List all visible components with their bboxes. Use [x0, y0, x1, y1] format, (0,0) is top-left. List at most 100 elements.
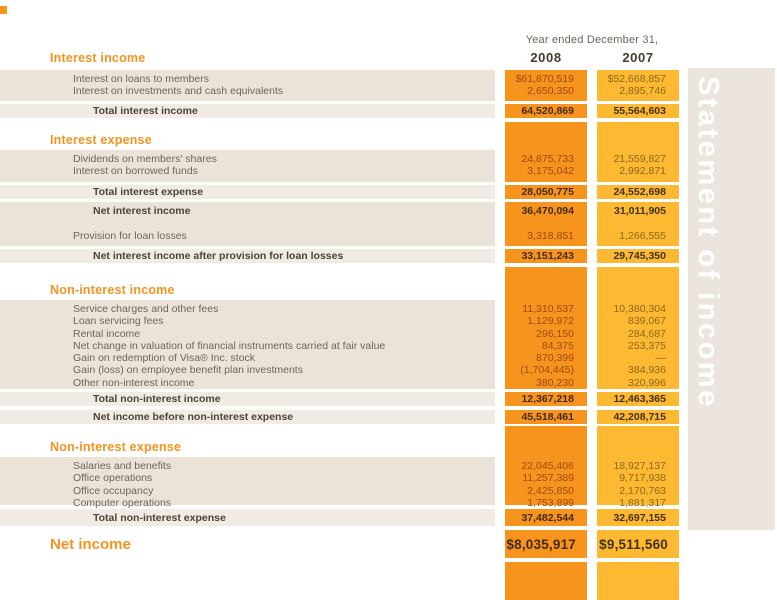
- value-2007: 18,927,137: [613, 460, 666, 472]
- value-2007: 384,936: [628, 364, 666, 377]
- interest-expense-header-row: Interest expense: [0, 122, 679, 150]
- provision-label: Provision for loan losses: [73, 229, 187, 242]
- total-value-2007: 12,463,365: [613, 393, 666, 405]
- row-label: Gain (loss) on employee benefit plan inv…: [73, 364, 303, 377]
- net-income-title: Net income: [50, 535, 131, 553]
- value-2008: 1,129,972: [527, 315, 574, 328]
- section-title-non-interest-expense: Non-interest expense: [50, 440, 182, 454]
- total-value-2008: 12,367,218: [521, 393, 574, 405]
- value-2008: 22,045,406: [521, 460, 574, 472]
- net-income-value-2008: $8,035,917: [506, 536, 576, 552]
- values-2007: 10,380,304 839,067 284,687 253,375 — 384…: [597, 300, 679, 389]
- row-label: Office operations: [73, 472, 153, 485]
- period-label: Year ended December 31,: [525, 34, 659, 46]
- total-value-2008: 33,151,243: [521, 250, 574, 262]
- net-interest-income-label: Net interest income: [93, 205, 191, 217]
- net-income-value-2007: $9,511,560: [599, 536, 668, 552]
- section-title-interest-expense: Interest expense: [50, 133, 152, 147]
- net-interest-income-2007: 31,011,905: [614, 205, 666, 217]
- non-interest-income-items-row: Service charges and other fees Loan serv…: [0, 300, 679, 389]
- values-2007: $52,668,857 2,895,746: [597, 70, 679, 101]
- net-interest-after-provision-row: Net interest income after provision for …: [0, 249, 679, 263]
- row-labels: Dividends on members' shares Interest on…: [0, 150, 495, 182]
- non-interest-expense-items-row: Salaries and benefits Office operations …: [0, 457, 679, 509]
- value-2007: 1,881,317: [619, 496, 666, 509]
- total-value-2007-wrap: 24,552,698: [597, 185, 679, 199]
- row-label: Interest on borrowed funds: [73, 165, 198, 178]
- column-2008-filler: [505, 426, 587, 457]
- total-label-wrap: Total interest income: [0, 104, 495, 118]
- total-value-2008-wrap: 12,367,218: [505, 392, 587, 406]
- total-label-wrap: Net income before non-interest expense: [0, 410, 495, 424]
- values-2008: $61,870,519 2,650,350: [505, 70, 587, 101]
- value-2007: 2,895,746: [619, 85, 666, 98]
- total-label: Total non-interest expense: [93, 511, 226, 524]
- net-income-2008-wrap: $8,035,917: [505, 530, 587, 558]
- net-interest-income-block: Net interest income Provision for loan l…: [0, 202, 679, 246]
- value-2008: 1,753,899: [527, 496, 574, 509]
- total-label: Total non-interest income: [93, 393, 221, 405]
- statement-table: Interest income Year ended December 31, …: [0, 0, 679, 600]
- total-label: Net interest income after provision for …: [93, 250, 344, 262]
- total-value-2008: 37,482,544: [521, 511, 574, 524]
- interest-income-items-row: Interest on loans to members Interest on…: [0, 70, 679, 101]
- total-value-2007-wrap: 42,208,715: [597, 410, 679, 424]
- column-footer-row: [0, 562, 679, 600]
- total-value-2007: 55,564,603: [613, 105, 666, 117]
- total-non-interest-income-row: Total non-interest income 12,367,218 12,…: [0, 392, 679, 406]
- value-2007: 10,380,304: [613, 303, 666, 315]
- values-2008: 11,310,537 1,129,972 296,150 84,375 870,…: [505, 300, 587, 389]
- side-strip: Statement of income: [688, 68, 775, 530]
- row-labels: Interest on loans to members Interest on…: [0, 70, 495, 101]
- year-2007-label: 2007: [622, 50, 654, 65]
- value-2007: 21,559,827: [613, 153, 666, 165]
- total-value-2007-wrap: 12,463,365: [597, 392, 679, 406]
- value-2008: 84,375: [541, 339, 574, 352]
- column-2008-filler: [505, 562, 587, 600]
- row-label: Rental income: [73, 327, 141, 340]
- column-2007-filler: [597, 562, 679, 600]
- value-2008: 870,399: [536, 352, 574, 365]
- total-value-2007-wrap: 29,745,350: [597, 249, 679, 263]
- total-value-2007-wrap: 55,564,603: [597, 104, 679, 118]
- total-label-wrap: Total interest expense: [0, 185, 495, 199]
- net-income-before-expense-row: Net income before non-interest expense 4…: [0, 410, 679, 424]
- total-value-2007-wrap: 32,697,155: [597, 509, 679, 526]
- values-2007: 21,559,827 2,992,871: [597, 150, 679, 182]
- provision-2008: 3,318,851: [527, 229, 574, 242]
- total-non-interest-expense-row: Total non-interest expense 37,482,544 32…: [0, 509, 679, 526]
- total-value-2008-wrap: 33,151,243: [505, 249, 587, 263]
- column-2007-filler: [597, 267, 679, 300]
- value-2008: 296,150: [536, 327, 574, 340]
- value-2008: (1,704,445): [520, 364, 574, 377]
- row-labels: Service charges and other fees Loan serv…: [0, 300, 495, 389]
- value-2007: 284,687: [628, 327, 666, 340]
- value-2007: 2,992,871: [619, 165, 666, 178]
- total-label-wrap: Total non-interest expense: [0, 509, 495, 526]
- value-2007: 320,996: [628, 376, 666, 389]
- year-columns-header: Year ended December 31, 2008 2007: [505, 0, 679, 70]
- net-income-2007-wrap: $9,511,560: [597, 530, 679, 558]
- row-label: Other non-interest income: [73, 376, 195, 389]
- value-2007: $52,668,857: [607, 73, 666, 85]
- footer-label-spacer: [0, 562, 495, 600]
- total-value-2008-wrap: 45,518,461: [505, 410, 587, 424]
- value-2007: —: [655, 352, 667, 365]
- non-interest-expense-header-row: Non-interest expense: [0, 426, 679, 457]
- value-2007: 253,375: [628, 339, 666, 352]
- row-label: Net change in valuation of financial ins…: [73, 339, 386, 352]
- column-2007-filler: [597, 122, 679, 150]
- total-value-2007: 29,745,350: [613, 250, 666, 262]
- value-2007: 9,717,938: [619, 472, 666, 485]
- total-value-2008: 64,520,869: [521, 105, 574, 117]
- row-label: Gain on redemption of Visa® Inc. stock: [73, 352, 256, 365]
- section-title-wrap: Interest income: [0, 0, 495, 70]
- total-value-2007: 42,208,715: [613, 411, 666, 423]
- page-title-vertical: Statement of income: [692, 76, 724, 409]
- row-label: Service charges and other fees: [73, 303, 219, 315]
- total-value-2008: 45,518,461: [521, 411, 574, 423]
- total-label: Total interest income: [93, 105, 198, 117]
- value-2008: 11,257,389: [522, 472, 574, 485]
- row-label: Interest on investments and cash equival…: [73, 85, 284, 98]
